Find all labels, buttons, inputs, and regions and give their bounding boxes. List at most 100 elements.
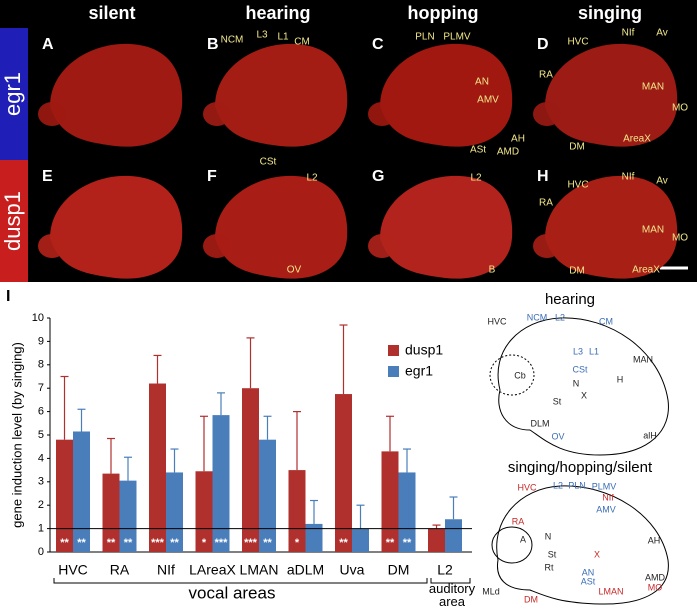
region-label: AN	[475, 77, 489, 88]
diagram-label: HVC	[487, 316, 507, 326]
y-tick-label: 5	[38, 429, 44, 441]
bar	[166, 472, 183, 552]
column-title: hopping	[408, 3, 479, 23]
x-tick-label: LAreaX	[189, 562, 236, 578]
significance: **	[124, 537, 133, 549]
region-label: NIf	[622, 28, 635, 39]
region-label: RA	[539, 198, 553, 209]
diagram-outline	[491, 526, 533, 564]
bar	[212, 415, 230, 552]
legend-label: egr1	[405, 363, 433, 379]
cerebellum	[533, 102, 561, 126]
x-tick-label: aDLM	[287, 562, 324, 578]
diagram-label: AN	[582, 567, 595, 577]
region-label: L2	[306, 173, 318, 184]
y-tick-label: 2	[38, 499, 44, 511]
legend-label: dusp1	[405, 342, 443, 358]
brain-section	[380, 43, 513, 147]
brain-section	[50, 43, 183, 147]
y-tick-label: 0	[38, 546, 44, 558]
diagram-label: L3	[573, 346, 583, 356]
brain-section	[545, 175, 678, 279]
region-label: PLN	[415, 32, 434, 43]
region-label: AH	[511, 134, 525, 145]
y-tick-label: 8	[38, 359, 44, 371]
y-tick-label: 9	[38, 335, 44, 347]
cerebellum	[368, 234, 396, 258]
column-title: singing	[578, 3, 642, 23]
diagram-label: PLMV	[592, 481, 617, 491]
cerebellum	[38, 102, 66, 126]
significance: ***	[215, 537, 229, 549]
bar	[288, 470, 306, 552]
diagram-title: hearing	[545, 291, 595, 308]
cerebellum	[38, 234, 66, 258]
brain-section	[50, 175, 183, 279]
region-label: NIf	[622, 172, 635, 183]
significance: **	[60, 537, 69, 549]
row-title: egr1	[0, 72, 25, 116]
panel-letter: E	[42, 168, 53, 185]
panel-letter: C	[372, 36, 384, 53]
panel-letter: A	[42, 36, 54, 53]
diagram-label: H	[617, 374, 624, 384]
region-label: ASt	[470, 145, 486, 156]
brain-section	[380, 175, 513, 279]
diagram-label: CM	[599, 316, 613, 326]
diagram-label: X	[581, 390, 587, 400]
diagram-label: N	[545, 531, 552, 541]
diagram-label: MO	[648, 582, 663, 592]
y-axis-label: gene induction level (by singing)	[9, 342, 24, 528]
significance: **	[339, 537, 348, 549]
group-label: vocal areas	[189, 583, 276, 602]
region-label: L3	[256, 30, 268, 41]
x-tick-label: HVC	[58, 562, 88, 578]
diagram-label: alH	[643, 430, 657, 440]
region-label: DM	[569, 266, 585, 277]
x-tick-label: DM	[388, 562, 410, 578]
significance: **	[386, 537, 395, 549]
region-label: MO	[672, 233, 688, 244]
diagram-label: LMAN	[598, 586, 623, 596]
bar	[428, 528, 445, 552]
panel-letter: B	[207, 36, 219, 53]
diagram-outline	[489, 354, 535, 396]
brain-section	[545, 43, 678, 147]
diagram-label: AMV	[596, 504, 616, 514]
y-tick-label: 1	[38, 523, 44, 535]
diagram-label: St	[548, 549, 557, 559]
x-tick-label: NIf	[157, 562, 175, 578]
bar	[445, 519, 462, 552]
diagram-label: Rt	[545, 562, 554, 572]
region-label: Av	[656, 28, 668, 39]
region-label: DM	[569, 142, 585, 153]
significance: **	[263, 537, 272, 549]
region-label: OV	[287, 265, 302, 276]
diagram-outline	[497, 317, 669, 456]
diagram-label: DLM	[530, 418, 549, 428]
significance: **	[77, 537, 86, 549]
significance: **	[403, 537, 412, 549]
legend-swatch	[388, 366, 399, 377]
bar	[381, 451, 399, 552]
bar	[352, 528, 369, 552]
bar	[335, 394, 352, 552]
x-tick-label: RA	[110, 562, 130, 578]
y-tick-label: 3	[38, 476, 44, 488]
column-title: silent	[88, 3, 135, 23]
region-label: CM	[294, 37, 310, 48]
panel-letter: D	[537, 36, 549, 53]
x-tick-label: LMAN	[240, 562, 279, 578]
group-bracket	[53, 578, 428, 584]
region-label: AMV	[477, 95, 499, 106]
region-label: HVC	[567, 37, 588, 48]
region-label: MO	[672, 103, 688, 114]
x-tick-label: Uva	[340, 562, 365, 578]
significance: *	[295, 537, 300, 549]
diagram-label: MAN	[633, 354, 653, 364]
diagram-label: CSt	[572, 364, 588, 374]
region-label: PLMV	[443, 32, 471, 43]
region-label: AMD	[497, 147, 519, 158]
diagram-label: PLN	[568, 480, 586, 490]
diagram-label: N	[573, 378, 580, 388]
